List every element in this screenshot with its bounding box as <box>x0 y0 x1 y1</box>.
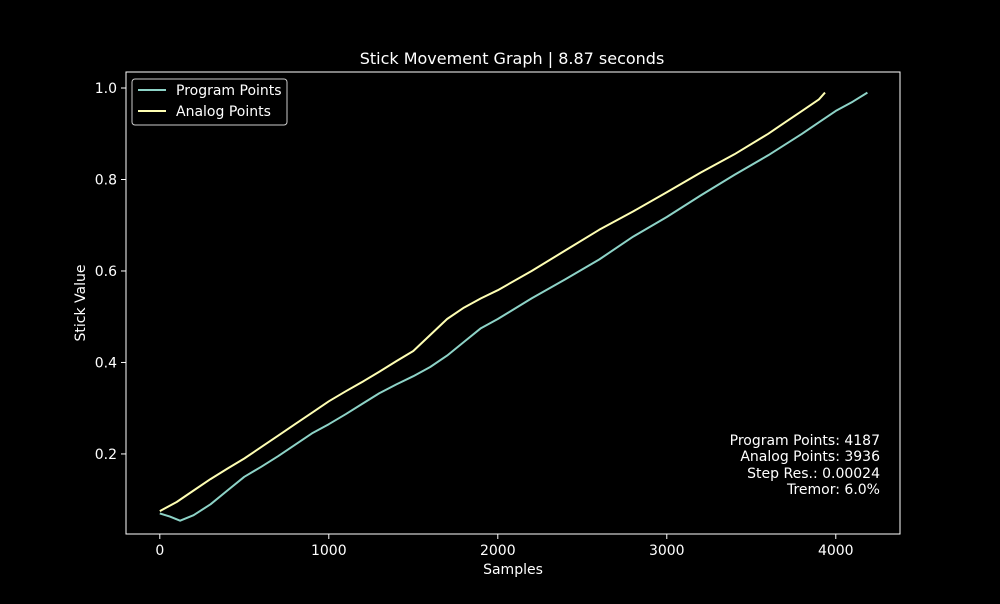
x-axis-label: Samples <box>483 562 543 578</box>
y-axis-ticks: 0.2 0.4 0.6 0.8 1.0 <box>95 81 126 463</box>
y-tick-label: 0.6 <box>95 264 117 280</box>
annotation-program-points: Program Points: 4187 <box>730 433 880 449</box>
y-tick-label: 0.8 <box>95 172 117 188</box>
legend-label-program-points: Program Points <box>176 83 282 99</box>
y-axis-label: Stick Value <box>73 265 89 342</box>
stats-annotation: Program Points: 4187 Analog Points: 3936… <box>730 433 880 498</box>
x-tick-label: 4000 <box>818 543 854 559</box>
x-axis-ticks: 0 1000 2000 3000 4000 <box>155 534 854 559</box>
chart-title: Stick Movement Graph | 8.87 seconds <box>360 49 665 68</box>
y-tick-label: 0.2 <box>95 447 117 463</box>
legend-label-analog-points: Analog Points <box>176 104 271 120</box>
series-layer <box>159 91 868 522</box>
x-tick-label: 2000 <box>480 543 516 559</box>
annotation-step-res: Step Res.: 0.00024 <box>747 466 880 482</box>
x-tick-label: 1000 <box>311 543 347 559</box>
y-tick-label: 0.4 <box>95 355 117 371</box>
x-tick-label: 0 <box>155 543 164 559</box>
x-tick-label: 3000 <box>649 543 685 559</box>
annotation-analog-points: Analog Points: 3936 <box>740 449 880 465</box>
series-line-program-points <box>159 91 868 522</box>
plot-frame <box>125 71 901 535</box>
y-tick-label: 1.0 <box>95 81 117 97</box>
annotation-tremor: Tremor: 6.0% <box>786 482 880 498</box>
legend-box <box>131 78 288 126</box>
legend: Program Points Analog Points <box>131 78 288 126</box>
series-line-analog-points <box>159 91 826 512</box>
